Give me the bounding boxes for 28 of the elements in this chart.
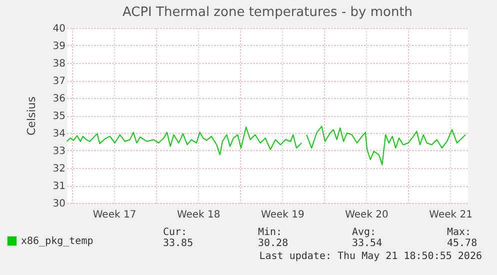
y-axis-title: Celsius [24,96,38,136]
text: 33.54 [352,238,382,249]
y-tick-label: 39 [52,41,66,52]
x-tick-label: Week 19 [261,210,304,220]
x-tick-label: Week 17 [92,210,136,220]
text: 30.28 [258,238,288,249]
legend-label: x86_pkg_temp [21,236,94,247]
y-tick-label: 35 [52,111,66,122]
x-tick-label: Week 20 [345,210,388,220]
text: 45.78 [447,238,478,249]
y-tick-label: 31 [52,181,66,192]
y-tick-label: 32 [52,164,66,174]
y-tick-label: 30 [52,198,66,210]
y-tick-label: 33 [52,146,66,157]
text: Max: [447,227,472,238]
text: Last update: Thu May 21 18:50:55 2026 [259,251,482,262]
text: Cur: [163,227,188,238]
y-tick-label: 40 [52,24,66,34]
text: 33.85 [163,238,194,249]
y-tick-label: 36 [52,94,66,104]
y-tick-label: 37 [52,76,66,87]
text: Avg: [352,227,376,238]
chart-title: ACPI Thermal zone temperatures - by month [122,5,413,20]
y-tick-label: 34 [52,128,66,140]
x-tick-label: Week 18 [176,210,220,220]
y-tick-label: 38 [52,58,66,70]
x-tick-label: Week 21 [429,210,472,220]
text: Min: [258,227,282,238]
